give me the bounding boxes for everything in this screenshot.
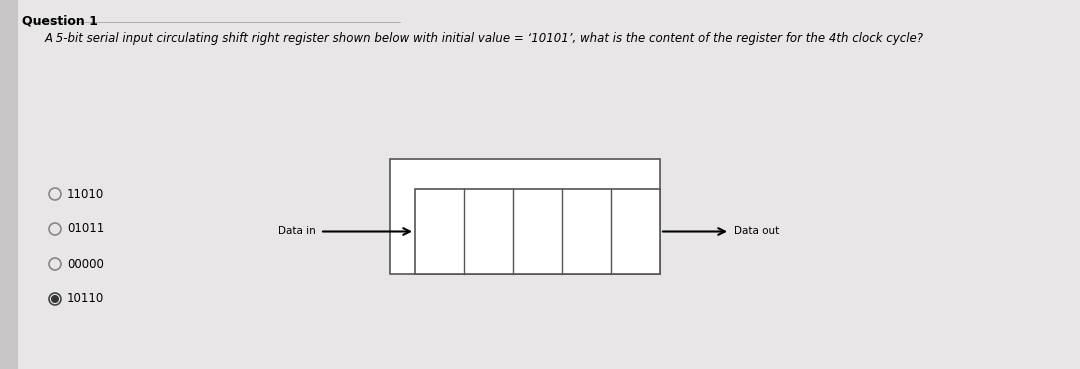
Bar (0, 0, 18, 369)
Bar (390, 159, 660, 274)
Bar (415, 189, 660, 274)
Text: A 5-bit serial input circulating shift right register shown below with initial v: A 5-bit serial input circulating shift r… (45, 32, 924, 45)
Text: 01011: 01011 (67, 223, 105, 235)
Text: 11010: 11010 (67, 187, 105, 200)
Text: Data out: Data out (734, 227, 780, 237)
Circle shape (52, 296, 58, 302)
Text: Question 1: Question 1 (22, 14, 98, 27)
Text: Data in: Data in (279, 227, 316, 237)
Text: 10110: 10110 (67, 293, 105, 306)
Text: 00000: 00000 (67, 258, 104, 270)
